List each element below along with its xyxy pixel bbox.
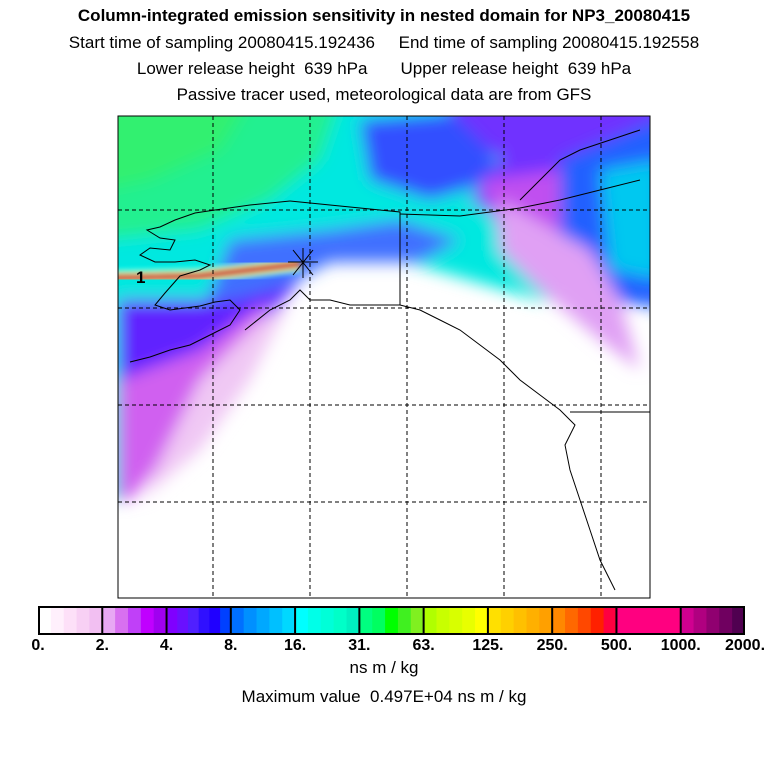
colorbar-tick-label: 125. (472, 637, 504, 654)
colorbar-bin (198, 606, 210, 635)
tracer-info: Passive tracer used, meteorological data… (176, 85, 592, 104)
colorbar-bin (140, 606, 155, 635)
colorbar (38, 606, 746, 635)
colorbar-tick-label: 16. (283, 637, 307, 654)
colorbar-bin (243, 606, 258, 635)
colorbar-bin (500, 606, 515, 635)
sampling-times: Start time of sampling 20080415.192436 E… (68, 33, 700, 52)
colorbar-bin (397, 606, 412, 635)
colorbar-bin (282, 606, 296, 635)
colorbar-bin (230, 606, 245, 635)
colorbar-tick-label: 0. (31, 637, 45, 654)
colorbar-bin (475, 606, 489, 635)
colorbar-tick-label: 1000. (660, 637, 701, 654)
colorbar-bin (732, 606, 746, 635)
colorbar-bin (616, 606, 630, 635)
colorbar-bin (63, 606, 78, 635)
colorbar-bin (706, 606, 720, 635)
colorbar-bin (410, 606, 425, 635)
colorbar-bin (513, 606, 528, 635)
colorbar-tick-label: 2000. (724, 637, 766, 654)
maximum-value: Maximum value 0.497E+04 ns m / kg (241, 687, 527, 706)
colorbar-bin (359, 606, 373, 635)
colorbar-bin (153, 606, 168, 635)
colorbar-bin (385, 606, 399, 635)
colorbar-tick-label: 8. (224, 637, 238, 654)
map-frame (117, 115, 651, 599)
colorbar-bin (50, 606, 65, 635)
colorbar-bin (333, 606, 348, 635)
colorbar-bin (115, 606, 129, 635)
colorbar-bin (577, 606, 592, 635)
colorbar-bin (102, 606, 116, 635)
colorbar-bin (76, 606, 91, 635)
sensitivity-field (118, 116, 650, 500)
colorbar-tick-label: 31. (348, 637, 371, 654)
coastlines (129, 129, 650, 591)
colorbar-bin (346, 606, 360, 635)
colorbar-bin (565, 606, 579, 635)
colorbar-tick-label: 2. (95, 637, 109, 654)
colorbar-bin (655, 606, 669, 635)
colorbar-bin (295, 606, 309, 635)
colorbar-bin (89, 606, 103, 635)
colorbar-bin (590, 606, 605, 635)
colorbar-bin (209, 606, 221, 635)
colorbar-bin (642, 606, 656, 635)
release-heights: Lower release height 639 hPa Upper relea… (136, 59, 632, 78)
colorbar-tick-label: 250. (536, 637, 568, 654)
trajectory-plume (118, 256, 301, 286)
colorbar-bin (603, 606, 618, 635)
colorbar-bin (320, 606, 335, 635)
colorbar-bin (38, 606, 52, 635)
colorbar-bin (487, 606, 502, 635)
colorbar-bin (166, 606, 178, 635)
colorbar-tick-label: 4. (159, 637, 174, 654)
colorbar-bin (187, 606, 200, 635)
colorbar-tick-label: 63. (412, 637, 435, 654)
release-marker-label: 1 (136, 268, 145, 287)
colorbar-bin (552, 606, 566, 635)
colorbar-tick-label: 500. (600, 637, 633, 654)
colorbar-units: ns m / kg (349, 658, 419, 677)
colorbar-bin (127, 606, 142, 635)
release-site-star-icon (288, 248, 318, 278)
colorbar-bin (423, 606, 438, 635)
colorbar-bin (462, 606, 476, 635)
colorbar-bin (680, 606, 695, 635)
colorbar-bin (436, 606, 450, 635)
colorbar-bin (693, 606, 708, 635)
colorbar-bin (256, 606, 270, 635)
colorbar-bin (449, 606, 463, 635)
colorbar-bin (269, 606, 283, 635)
colorbar-bin (719, 606, 733, 635)
colorbar-bin (539, 606, 553, 635)
colorbar-bin (667, 606, 682, 635)
colorbar-bin (307, 606, 322, 635)
colorbar-bin (372, 606, 386, 635)
colorbar-bin (629, 606, 643, 635)
graticule (118, 116, 650, 598)
colorbar-bin (526, 606, 540, 635)
figure-title: Column-integrated emission sensitivity i… (77, 6, 691, 25)
colorbar-bin (220, 606, 232, 635)
colorbar-bin (177, 606, 189, 635)
